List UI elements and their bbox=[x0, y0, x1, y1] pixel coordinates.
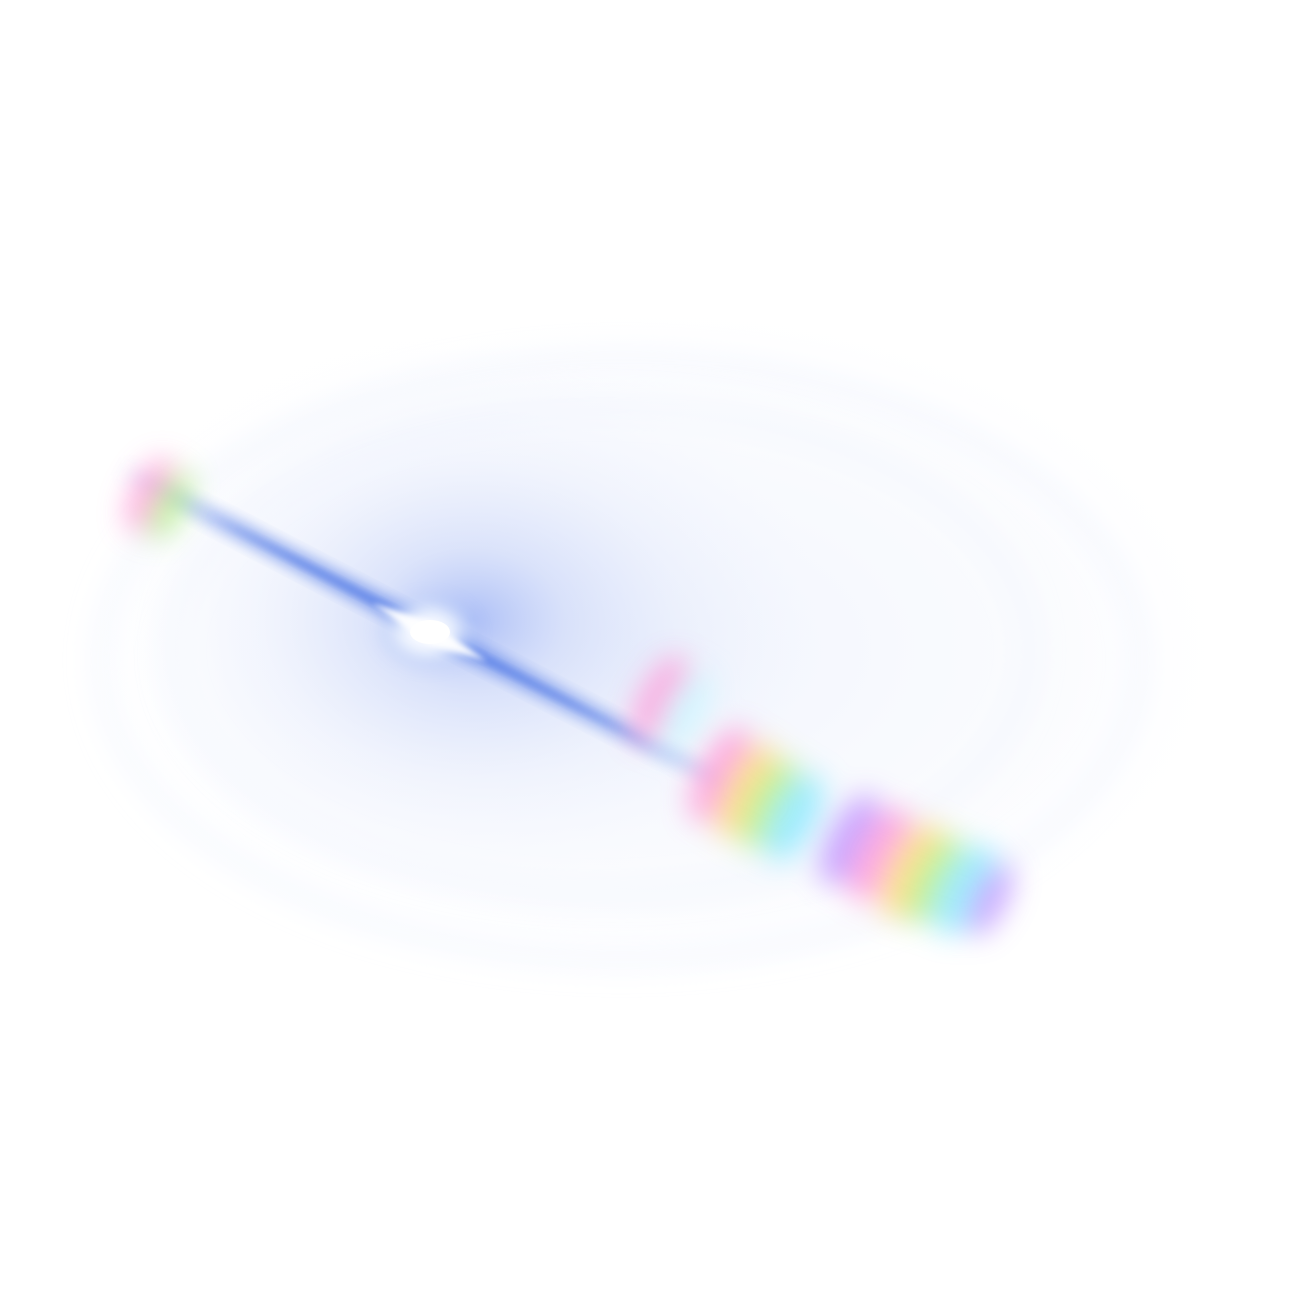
halo-rings bbox=[95, 355, 1145, 965]
flare-core bbox=[372, 592, 487, 672]
rainbow-ghosts bbox=[125, 458, 1014, 937]
